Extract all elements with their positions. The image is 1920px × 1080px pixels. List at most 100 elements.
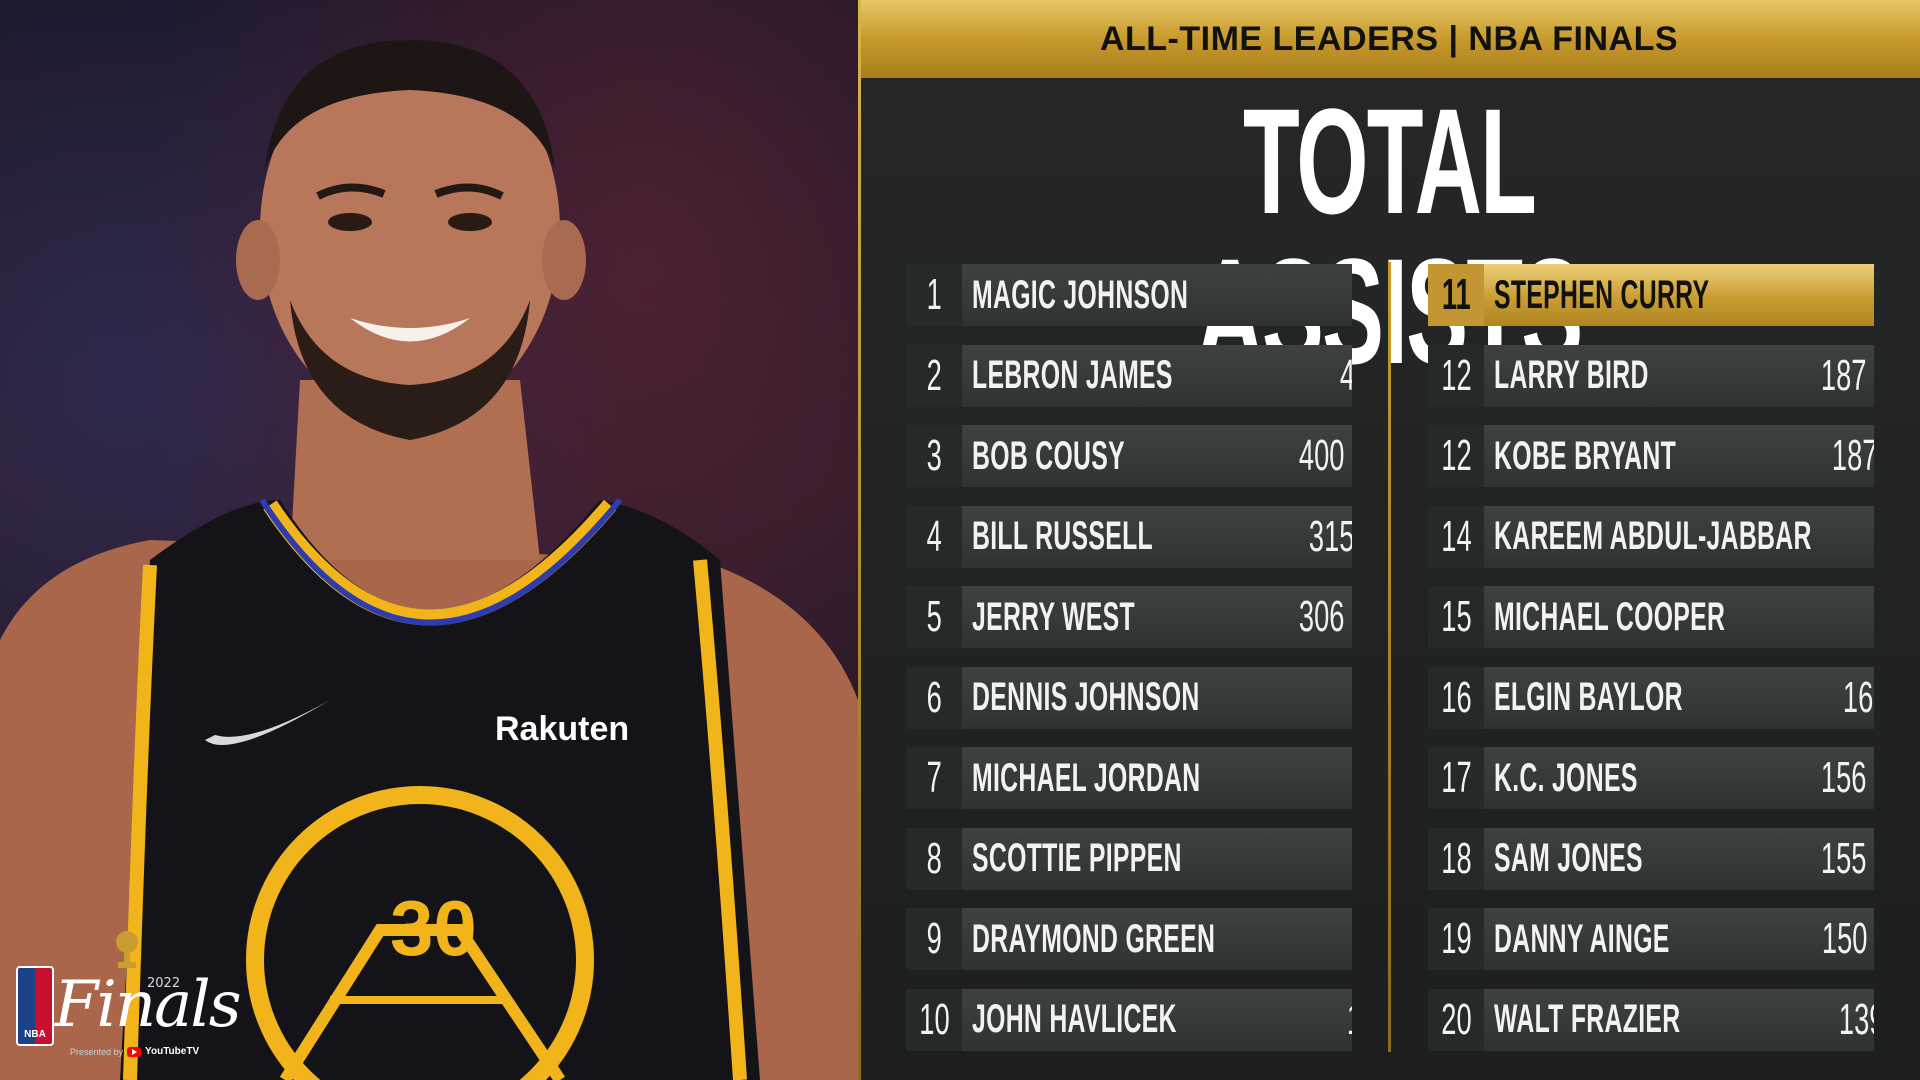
rank-cell: 8 (906, 827, 962, 890)
rank-number: 1 (926, 270, 942, 319)
rank-number: 18 (1440, 833, 1472, 883)
leader-row: 20 WALT FRAZIER 139 (1428, 988, 1874, 1051)
leaders-column-left: 1 MAGIC JOHNSON 5 8 4 2 LEBRON JAMES 430 3 BOB CO… (906, 264, 1352, 1069)
leader-row: 19 DANNY AINGE 150 (1428, 908, 1874, 970)
rank-number: 2 (926, 350, 942, 400)
player-name: BOB COUSY (972, 433, 1125, 478)
player-name: SCOTTIE PIPPEN (972, 836, 1182, 880)
player-name: LEBRON JAMES (972, 353, 1173, 397)
leader-row: 18 SAM JONES 155 (1428, 827, 1874, 890)
player-photo: 30 Rakuten NBA Finals 2022 Presented by … (0, 0, 858, 1080)
player-name: KOBE BRYANT (1494, 433, 1677, 478)
rank-cell: 3 (906, 425, 962, 487)
trophy-icon (116, 931, 138, 968)
column-divider (1388, 262, 1391, 1052)
player-name: BILL RUSSELL (972, 514, 1154, 558)
leader-row: 5 JERRY WEST 306 (906, 586, 1352, 648)
rank-number: 17 (1440, 753, 1472, 802)
player-name: WALT FRAZIER (1494, 997, 1681, 1041)
assist-total: 315 (1308, 511, 1352, 561)
banner-text: ALL-TIME LEADERS | NBA FINALS (1099, 19, 1679, 58)
assist-total: 430 (1340, 351, 1352, 401)
rank-number: 12 (1440, 350, 1472, 400)
player-name: MICHAEL COOPER (1494, 594, 1726, 639)
rank-number: 14 (1440, 511, 1472, 561)
rank-cell: 19 (1428, 908, 1484, 970)
rank-cell: 20 (1428, 988, 1484, 1051)
player-name: JOHN HAVLICEK (972, 997, 1177, 1041)
header-banner: ALL-TIME LEADERS | NBA FINALS (858, 0, 1920, 78)
leader-row: 2 LEBRON JAMES 430 (906, 344, 1352, 407)
assist-total: 167 (1843, 672, 1874, 722)
rank-cell: 18 (1428, 827, 1484, 890)
leader-row: 12 KOBE BRYANT 187 (1428, 425, 1874, 487)
player-name: DANNY AINGE (1494, 916, 1670, 961)
leader-row: 16 ELGIN BAYLOR 167 (1428, 666, 1874, 729)
player-illustration: 30 Rakuten (0, 40, 858, 1080)
rank-cell: 12 (1428, 344, 1484, 407)
rank-number: 11 (1441, 270, 1471, 319)
rank-cell: 17 (1428, 747, 1484, 809)
finals-logo: NBA Finals 2022 Presented by YouTubeTV (12, 930, 242, 1070)
assist-total: 150 (1821, 914, 1868, 963)
rank-number: 6 (926, 672, 942, 722)
youtube-icon (127, 1046, 142, 1057)
nba-logo-icon: NBA (16, 966, 54, 1046)
jersey-number: 30 (390, 884, 477, 972)
rank-cell: 12 (1428, 425, 1484, 487)
player-name: JERRY WEST (972, 594, 1135, 639)
player-name: MAGIC JOHNSON (972, 272, 1189, 317)
jersey-sponsor: Rakuten (495, 710, 629, 748)
presented-by-label: Presented by (70, 1046, 124, 1057)
rank-cell: 10 (906, 988, 962, 1051)
player-name: SAM JONES (1494, 836, 1643, 880)
leaderboard-panel: ALL-TIME LEADERS | NBA FINALS TOTAL ASSI… (858, 0, 1920, 1080)
rank-number: 9 (926, 914, 942, 963)
assist-total: 400 (1298, 431, 1344, 480)
rank-cell: 2 (906, 344, 962, 407)
player-name: KAREEM ABDUL-JABBAR (1494, 514, 1812, 558)
rank-cell: 11 (1428, 264, 1484, 326)
rank-number: 3 (926, 431, 942, 480)
rank-cell: 4 (906, 505, 962, 568)
assist-total: 306 (1298, 592, 1344, 641)
rank-cell: 7 (906, 747, 962, 809)
assist-total: 155 (1820, 833, 1866, 883)
rank-cell: 9 (906, 908, 962, 970)
player-name: DRAYMOND GREEN (972, 916, 1216, 961)
player-name: LARRY BIRD (1494, 353, 1649, 397)
rank-cell: 6 (906, 666, 962, 729)
finals-wordmark: Finals (54, 968, 242, 1042)
rank-cell: 15 (1428, 586, 1484, 648)
rank-number: 19 (1440, 914, 1472, 963)
rank-cell: 1 (906, 264, 962, 326)
assist-total: 187 (1820, 350, 1866, 400)
rank-number: 12 (1440, 431, 1472, 480)
rank-number: 15 (1440, 592, 1472, 641)
leader-row: 12 LARRY BIRD 187 (1428, 344, 1874, 407)
leader-row: 10 JOHN HAVLICEK 195 (906, 988, 1352, 1051)
presented-by: Presented by YouTubeTV (70, 1046, 199, 1057)
player-name: DENNIS JOHNSON (972, 675, 1200, 719)
leader-row: 17 K.C. JONES 156 (1428, 747, 1874, 809)
assist-total: 195 (1347, 995, 1352, 1045)
sponsor-name: YouTubeTV (145, 1046, 200, 1057)
rank-number: 4 (926, 511, 942, 561)
rank-cell: 16 (1428, 666, 1484, 729)
leader-row: 4 BILL RUSSELL 315 (906, 505, 1352, 568)
player-name: MICHAEL JORDAN (972, 755, 1201, 800)
rank-cell: 5 (906, 586, 962, 648)
rank-number: 10 (918, 994, 950, 1044)
finals-year: 2022 (147, 976, 181, 991)
rank-number: 7 (926, 753, 942, 802)
leader-row: 3 BOB COUSY 400 (906, 425, 1352, 487)
assist-total: 156 (1820, 753, 1866, 802)
rank-number: 20 (1440, 994, 1472, 1044)
